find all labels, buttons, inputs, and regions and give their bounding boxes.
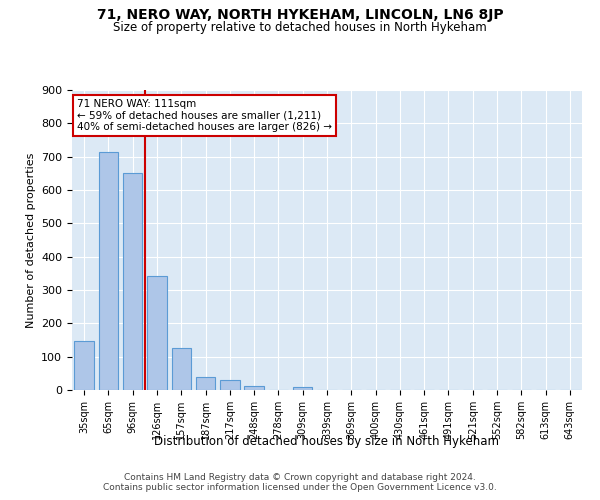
Bar	[196, 377, 215, 390]
Bar	[293, 386, 313, 390]
Text: Contains HM Land Registry data © Crown copyright and database right 2024.: Contains HM Land Registry data © Crown c…	[124, 472, 476, 482]
Bar	[244, 386, 264, 390]
Y-axis label: Number of detached properties: Number of detached properties	[26, 152, 35, 328]
Bar	[172, 348, 191, 390]
Text: 71 NERO WAY: 111sqm
← 59% of detached houses are smaller (1,211)
40% of semi-det: 71 NERO WAY: 111sqm ← 59% of detached ho…	[77, 99, 332, 132]
Bar	[147, 276, 167, 390]
Bar	[99, 152, 118, 390]
Text: Size of property relative to detached houses in North Hykeham: Size of property relative to detached ho…	[113, 21, 487, 34]
Text: 71, NERO WAY, NORTH HYKEHAM, LINCOLN, LN6 8JP: 71, NERO WAY, NORTH HYKEHAM, LINCOLN, LN…	[97, 8, 503, 22]
Bar	[220, 380, 239, 390]
Bar	[123, 173, 142, 390]
Bar	[74, 340, 94, 390]
Text: Distribution of detached houses by size in North Hykeham: Distribution of detached houses by size …	[155, 435, 499, 448]
Text: Contains public sector information licensed under the Open Government Licence v3: Contains public sector information licen…	[103, 484, 497, 492]
